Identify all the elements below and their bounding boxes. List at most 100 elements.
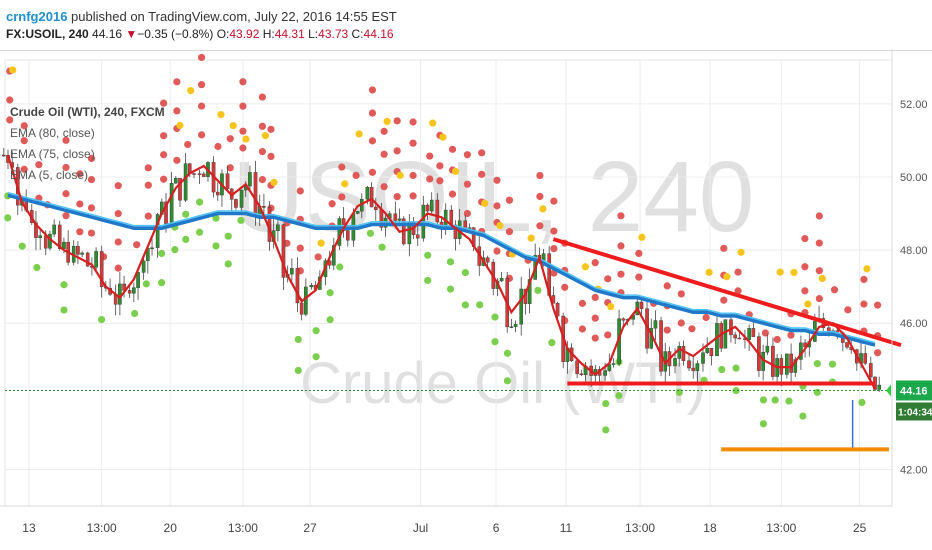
yellow-dot <box>863 265 871 273</box>
green-dot <box>224 260 232 268</box>
bullish-candle <box>309 284 314 288</box>
green-dot <box>759 396 768 404</box>
red-dot <box>258 122 267 130</box>
open-label: O: <box>216 27 230 41</box>
header-divider <box>0 50 932 51</box>
green-dot <box>182 235 190 244</box>
red-dot <box>591 314 599 322</box>
bullish-candle <box>383 217 388 228</box>
red-dot <box>801 234 809 243</box>
red-dot <box>761 329 770 337</box>
red-dot <box>197 53 206 62</box>
bearish-candle <box>127 290 132 294</box>
bullish-candle <box>132 287 136 294</box>
close-value: 44.16 <box>363 27 394 41</box>
bearish-candle <box>579 373 584 376</box>
bullish-candle <box>747 328 751 340</box>
green-dot <box>461 268 469 277</box>
price-chart[interactable]: 52.00 50.00 48.00 46.00 42.00 44.16 1:04:34 13… <box>0 51 932 550</box>
bearish-candle <box>43 235 48 249</box>
legend-ema-5[interactable]: EMA (5, close) <box>10 168 89 182</box>
red-dot <box>144 212 152 220</box>
ema-lines <box>6 154 876 390</box>
bullish-candle <box>239 189 244 208</box>
trendline <box>552 237 902 348</box>
red-dot <box>314 253 322 261</box>
red-dot <box>409 171 417 180</box>
red-dot <box>239 144 247 152</box>
chart-header: crnfg2016 published on TradingView.com, … <box>0 0 932 44</box>
red-dot <box>815 267 823 275</box>
bearish-candle <box>751 328 756 337</box>
author-link[interactable]: crnfg2016 <box>6 9 68 24</box>
legend-title[interactable]: Crude Oil (WTI), 240, FXCM <box>10 105 165 119</box>
red-dot <box>87 229 96 237</box>
red-dot <box>393 193 401 201</box>
bullish-candle <box>765 345 770 353</box>
bullish-candle <box>183 163 188 201</box>
bullish-candle <box>397 218 402 221</box>
green-dot <box>60 306 68 314</box>
legend-ema-80[interactable]: EMA (80, close) <box>10 126 95 140</box>
red-dot <box>62 190 70 198</box>
green-dot <box>732 386 740 395</box>
red-dot <box>144 181 152 189</box>
legend-ema-75[interactable]: EMA (75, close) <box>10 147 95 161</box>
y-tick-label: 46.00 <box>900 318 928 330</box>
red-dot <box>328 200 336 208</box>
bullish-candle <box>673 358 677 367</box>
red-dot <box>258 147 267 156</box>
close-label: C: <box>351 27 364 41</box>
green-dot <box>813 360 821 368</box>
price-tag: 44.16 <box>900 385 928 397</box>
red-dot <box>6 116 14 124</box>
bearish-candle <box>76 245 80 255</box>
yellow-dot <box>776 268 784 276</box>
red-dot <box>550 245 558 253</box>
bearish-candle <box>234 199 238 208</box>
bearish-candle <box>57 224 62 249</box>
x-tick-label: 13 <box>22 521 36 535</box>
red-dot <box>860 300 868 308</box>
yellow-dot <box>217 111 225 119</box>
chart-grid <box>4 59 893 507</box>
last-price: 44.16 <box>92 27 123 41</box>
red-dot <box>801 263 809 271</box>
yellow-dot <box>481 199 489 207</box>
red-dot <box>296 187 304 195</box>
bullish-candle <box>793 359 798 373</box>
red-dot <box>133 241 141 249</box>
bearish-candle <box>373 206 378 211</box>
red-dot <box>478 170 486 178</box>
red-dot <box>20 122 28 130</box>
red-dot <box>677 290 685 298</box>
y-tick-label: 48.00 <box>900 245 928 257</box>
yellow-dot <box>9 66 17 74</box>
red-dot <box>380 183 388 191</box>
bullish-candle <box>169 183 174 224</box>
x-tick-label: 13:00 <box>766 521 796 535</box>
yellow-dot <box>187 87 195 95</box>
yellow-dot <box>723 273 731 281</box>
red-dot <box>87 154 96 163</box>
bearish-candle <box>346 230 350 241</box>
green-dot <box>503 377 512 385</box>
bearish-candle <box>729 319 733 336</box>
publish-line: crnfg2016 published on TradingView.com, … <box>6 9 397 24</box>
yellow-dot <box>396 171 404 179</box>
red-dot <box>844 306 852 314</box>
red-dot <box>815 294 823 303</box>
red-dot <box>76 200 84 208</box>
yellow-dot <box>383 117 391 126</box>
red-dot <box>35 161 43 169</box>
red-dot <box>87 175 96 184</box>
low-label: L: <box>308 27 319 41</box>
yellow-dot <box>527 234 535 242</box>
red-dot <box>226 135 234 143</box>
low-value: 43.73 <box>318 27 349 41</box>
red-dot <box>267 152 275 160</box>
bullish-candle <box>653 320 658 329</box>
red-dot <box>677 319 685 327</box>
red-dot <box>815 212 823 220</box>
green-dot <box>378 243 386 251</box>
